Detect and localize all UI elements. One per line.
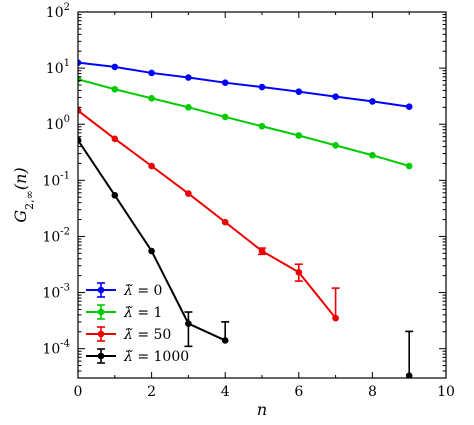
- legend-marker: [97, 330, 105, 338]
- legend-label: λ̃ = 1000: [123, 349, 189, 365]
- legend-item-1: λ̃ = 1: [86, 304, 162, 321]
- plot-area: [78, 59, 414, 378]
- data-point: [258, 83, 266, 91]
- legend-marker: [97, 352, 105, 360]
- y-axis-title-arg: (n): [11, 167, 30, 190]
- legend-label: λ̃ = 0: [123, 283, 162, 299]
- data-point: [185, 74, 192, 81]
- y-tick-label: 10-2: [42, 226, 70, 245]
- data-point: [258, 247, 266, 255]
- data-point: [148, 69, 155, 77]
- data-point: [111, 192, 119, 199]
- data-point: [78, 136, 82, 144]
- legend-label: λ̃ = 1: [123, 305, 162, 321]
- data-point: [221, 79, 229, 86]
- x-tick-label: 10: [437, 384, 455, 400]
- data-point: [111, 135, 119, 143]
- data-point: [148, 247, 155, 255]
- x-tick-label: 0: [74, 384, 83, 400]
- data-point: [221, 113, 229, 121]
- legend-item-0: λ̃ = 0: [86, 282, 162, 299]
- data-point: [148, 94, 155, 102]
- data-point: [185, 320, 192, 327]
- series-0: [78, 59, 413, 111]
- data-point: [405, 162, 413, 170]
- legend-label: λ̃ = 50: [123, 327, 171, 343]
- y-tick-label: 102: [46, 2, 70, 21]
- plot-frame: [77, 11, 447, 379]
- data-point: [111, 85, 119, 93]
- series-3: [78, 136, 414, 378]
- legend-item-3: λ̃ = 1000: [86, 348, 189, 365]
- data-point: [78, 59, 82, 66]
- legend-marker: [97, 286, 105, 294]
- x-tick-label: 4: [221, 384, 230, 400]
- data-point: [332, 93, 339, 100]
- y-axis-title-main: G: [11, 210, 30, 223]
- data-point: [295, 268, 303, 276]
- series-line: [78, 78, 410, 167]
- axes: 0 2 4 6 8 10 10-4 10-3 10-2 10-1 100 101 102: [42, 2, 454, 400]
- y-tick-label: 10-4: [42, 339, 70, 358]
- data-point: [295, 132, 303, 139]
- data-point: [295, 88, 303, 95]
- y-tick-label: 10-1: [42, 170, 70, 189]
- data-point: [369, 98, 376, 105]
- data-point: [78, 107, 82, 114]
- data-point: [332, 142, 339, 149]
- series-line: [78, 109, 337, 319]
- data-point: [369, 151, 376, 159]
- y-tick-label: 101: [46, 58, 70, 77]
- y-tick-label: 10-3: [42, 283, 70, 302]
- x-tick-label: 2: [147, 384, 156, 400]
- data-point: [185, 190, 192, 197]
- data-point: [148, 162, 155, 170]
- data-point: [405, 103, 413, 111]
- data-point: [185, 104, 192, 111]
- x-tick-label: 6: [294, 384, 303, 400]
- data-point: [221, 337, 229, 344]
- legend: λ̃ = 0 λ̃ = 1 λ̃ = 50 λ̃ = 1000: [86, 282, 189, 365]
- legend-item-2: λ̃ = 50: [86, 326, 171, 343]
- series-line: [78, 61, 410, 108]
- data-point: [221, 218, 229, 226]
- series-2: [78, 107, 340, 322]
- data-point: [111, 63, 119, 71]
- x-tick-label: 8: [368, 384, 377, 400]
- data-point: [332, 314, 339, 322]
- y-tick-label: 100: [46, 114, 70, 133]
- legend-marker: [97, 308, 105, 316]
- y-axis-title: G2,∞(n): [11, 167, 36, 222]
- data-point: [258, 122, 266, 130]
- series-1: [78, 76, 413, 170]
- x-axis-title: n: [257, 400, 267, 419]
- y-axis-title-sub: 2,∞: [23, 190, 36, 210]
